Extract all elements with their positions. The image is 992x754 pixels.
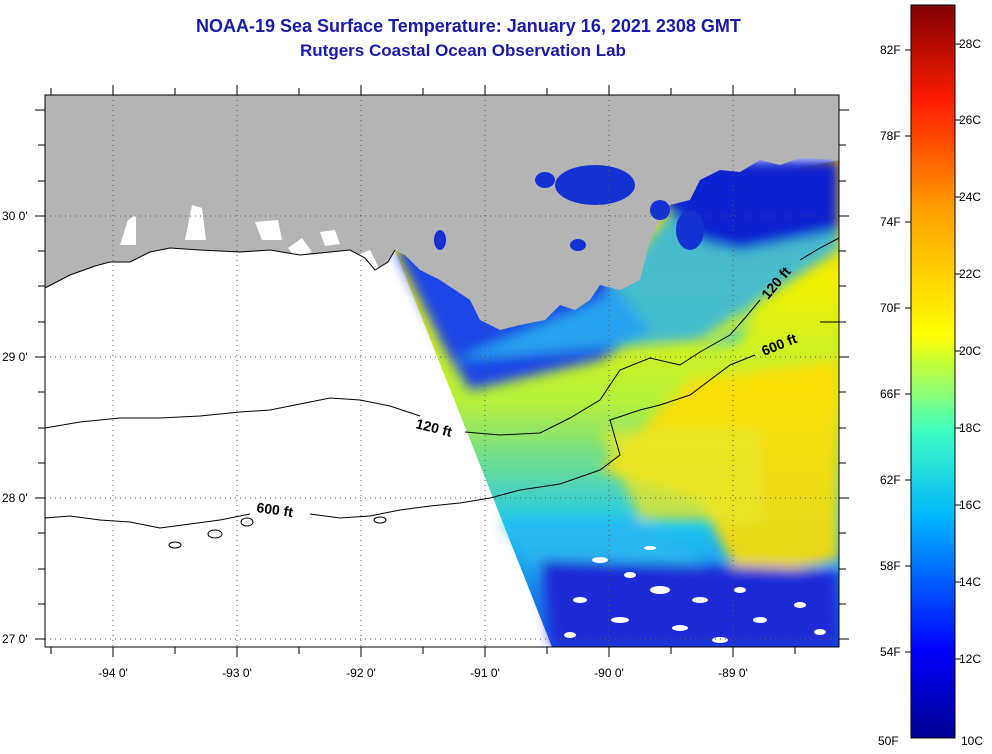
lat-label: 30 0' — [2, 209, 28, 223]
colorbar-f-label: 78F — [880, 129, 901, 143]
lon-label: -94 0' — [98, 666, 128, 680]
colorbar-c-label: 10C — [961, 734, 983, 748]
lat-label: 29 0' — [2, 350, 28, 364]
colorbar-f-label: 50F — [878, 734, 899, 748]
label-600ft-west: 600 ft — [256, 499, 295, 520]
grid-lines — [45, 95, 839, 647]
map-title: NOAA-19 Sea Surface Temperature: January… — [196, 16, 741, 36]
inland-lakes — [120, 205, 380, 285]
axis-ticks — [35, 85, 849, 657]
colorbar-c-label: 14C — [959, 575, 981, 589]
colorbar-c-label: 20C — [959, 344, 981, 358]
colorbar-c-label: 28C — [959, 37, 981, 51]
colorbar-c-label: 26C — [959, 113, 981, 127]
lon-label: -89 0' — [718, 666, 748, 680]
contour-600ft — [45, 321, 839, 529]
colorbar-f-label: 66F — [880, 387, 901, 401]
colorbar-f-label: 82F — [880, 43, 901, 57]
colorbar-f-label: 70F — [880, 301, 901, 315]
colorbar-c-label: 16C — [959, 498, 981, 512]
lon-label: -92 0' — [346, 666, 376, 680]
colorbar-f-label: 54F — [880, 645, 901, 659]
lon-label: -93 0' — [222, 666, 252, 680]
land-area — [45, 95, 839, 330]
colorbar-c-label: 24C — [959, 190, 981, 204]
colorbar-c-label: 12C — [959, 652, 981, 666]
map-subtitle: Rutgers Coastal Ocean Observation Lab — [300, 41, 626, 60]
lat-label: 27 0' — [2, 632, 28, 646]
colorbar-ramp — [910, 4, 956, 739]
coastal-cold-water — [434, 165, 704, 251]
colorbar-f-label: 74F — [880, 215, 901, 229]
colorbar-c-label: 22C — [959, 267, 981, 281]
lon-label: -91 0' — [470, 666, 500, 680]
colorbar: 82F 78F 74F 70F 66F 62F 58F 54F 50F 28C … — [878, 4, 983, 748]
colorbar-c-label: 18C — [959, 421, 981, 435]
lat-label: 28 0' — [2, 491, 28, 505]
lon-label: -90 0' — [594, 666, 624, 680]
colorbar-f-label: 58F — [880, 559, 901, 573]
colorbar-f-label: 62F — [880, 473, 901, 487]
contour-120ft — [45, 237, 839, 436]
